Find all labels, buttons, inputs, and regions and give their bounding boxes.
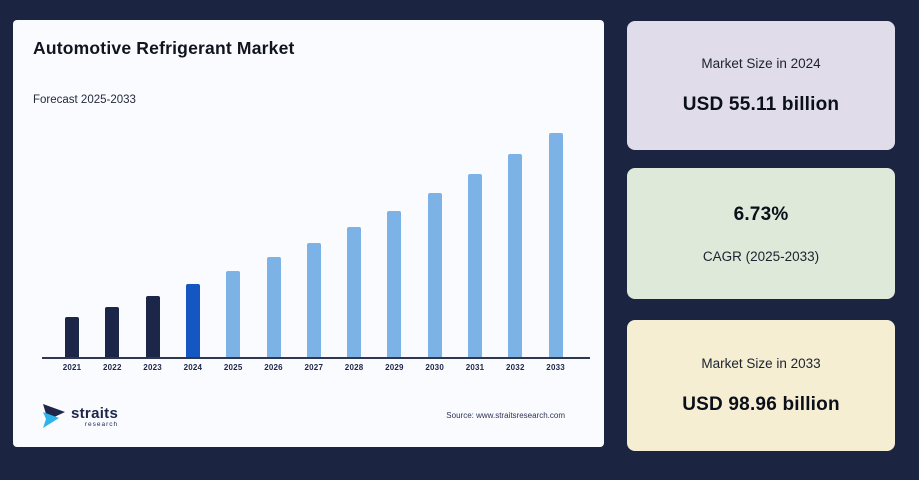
x-axis-line xyxy=(42,357,590,359)
straits-logo-icon xyxy=(43,404,65,428)
stat-label: CAGR (2025-2033) xyxy=(702,248,820,264)
market-chart-card: Automotive Refrigerant Market Forecast 2… xyxy=(13,20,604,447)
bar-2025 xyxy=(226,271,241,357)
stat-value: USD 55.11 billion xyxy=(682,93,840,115)
x-tick-2030: 2030 xyxy=(425,363,444,372)
stat-card-market-size-2033: Market Size in 2033 USD 98.96 billion xyxy=(627,320,895,451)
x-tick-2026: 2026 xyxy=(264,363,283,372)
stat-label: Market Size in 2033 xyxy=(701,355,821,371)
x-tick-2024: 2024 xyxy=(183,363,203,372)
stat-label: Market Size in 2024 xyxy=(701,55,821,71)
logo-sub-wordmark: research xyxy=(84,420,119,428)
bar-2026 xyxy=(266,257,281,357)
bar-2028 xyxy=(347,227,362,357)
source-attribution: Source: www.straitsresearch.com xyxy=(446,411,565,420)
bar-2027 xyxy=(306,243,321,357)
bar-2022 xyxy=(105,307,120,357)
x-tick-2023: 2023 xyxy=(143,363,162,372)
bar-2033 xyxy=(548,133,563,357)
x-tick-2021: 2021 xyxy=(62,363,82,372)
bar-2031 xyxy=(468,174,482,357)
forecast-subtitle: Forecast 2025-2033 xyxy=(33,94,136,106)
page-title: Automotive Refrigerant Market xyxy=(33,38,295,58)
x-tick-2032: 2032 xyxy=(505,363,525,372)
bar-2030 xyxy=(427,193,442,357)
bar-2029 xyxy=(387,211,402,357)
bar-2024 xyxy=(185,284,200,357)
x-tick-2028: 2028 xyxy=(344,363,364,372)
bar-2032 xyxy=(508,154,523,357)
logo-wordmark: straits xyxy=(71,404,119,422)
stat-card-market-size-2024: Market Size in 2024 USD 55.11 billion xyxy=(627,21,895,150)
x-tick-2033: 2033 xyxy=(546,363,565,372)
x-tick-2025: 2025 xyxy=(223,363,243,372)
x-tick-2029: 2029 xyxy=(385,363,404,372)
stat-value: USD 98.96 billion xyxy=(682,393,840,415)
bar-2021 xyxy=(65,317,79,357)
stat-card-cagr: 6.73% CAGR (2025-2033) xyxy=(627,168,895,299)
x-tick-2022: 2022 xyxy=(102,363,122,372)
straits-research-logo: straits research xyxy=(41,403,118,430)
bar-chart: 2021 2022 2023 2024 2025 2026 2027 2028 2029 2030… xyxy=(13,20,604,447)
x-tick-2031: 2031 xyxy=(465,363,485,372)
bar-2023 xyxy=(145,296,160,357)
stat-value: 6.73% xyxy=(733,203,789,225)
x-tick-2027: 2027 xyxy=(304,363,324,372)
